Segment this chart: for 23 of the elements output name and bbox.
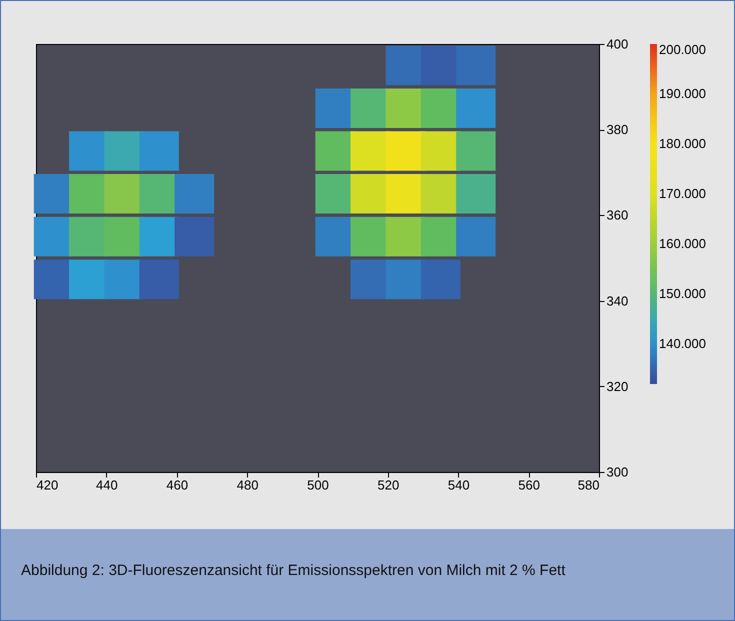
y-tick-label: 360 [606,208,628,223]
y-tick-label: 320 [606,378,628,394]
x-tick-label: 520 [378,478,400,492]
x-tick-label: 480 [236,478,258,492]
color-bar-label: 180.000 [659,136,706,151]
color-bar-label: 150.000 [659,286,706,301]
y-tick-label: 300 [606,464,628,480]
x-tick-label: 560 [518,478,540,492]
color-bar-label: 140.000 [659,336,706,351]
x-tick-label: 500 [307,478,329,492]
x-tick-label: 460 [166,478,188,492]
y-tick-label: 380 [606,122,628,138]
x-tick-label: 440 [96,478,118,492]
color-bar-label: 190.000 [659,86,706,101]
text: Abbildung 2: 3D-Fluoreszenzansicht für Emissionsspektren von Milch mit 2 % Fett [1,529,734,620]
x-tick-label: 580 [578,478,600,492]
color-bar-label: 160.000 [659,236,706,251]
x-tick-label: 540 [448,478,470,492]
x-tick-label: 420 [36,478,58,492]
color-bar-label: 170.000 [659,186,706,201]
color-bar-label: 200.000 [659,42,706,57]
y-tick-label: 340 [606,293,628,308]
y-tick-label: 400 [606,36,628,52]
